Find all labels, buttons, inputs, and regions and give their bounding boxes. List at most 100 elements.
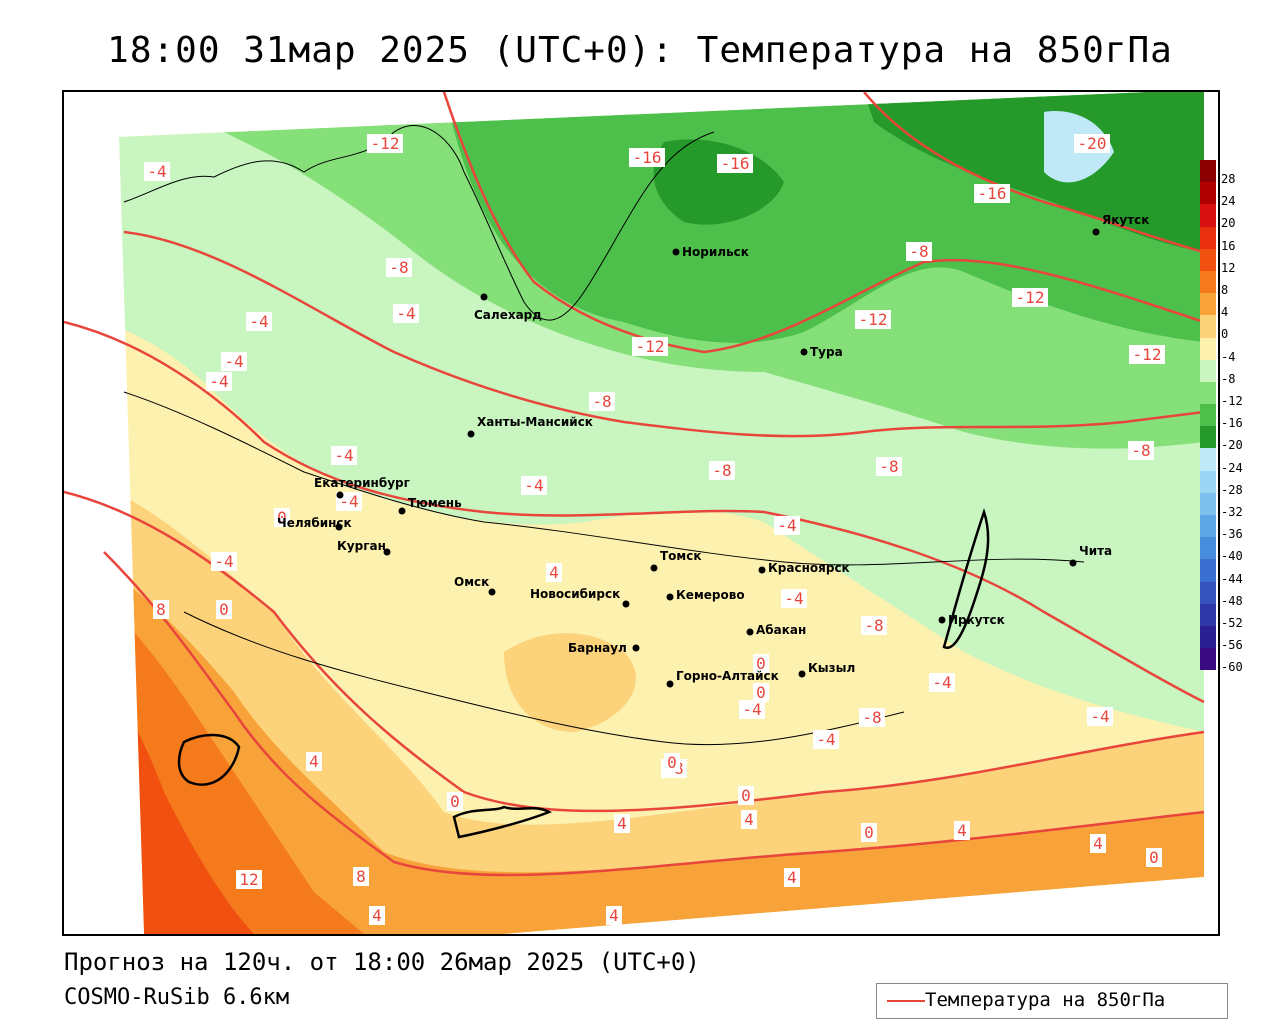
colorbar-segment <box>1200 293 1216 316</box>
city-label: Кызыл <box>808 661 855 675</box>
colorbar-segment <box>1200 625 1216 649</box>
colorbar-segment <box>1200 537 1216 560</box>
isotherm-label: -4 <box>339 492 358 511</box>
colorbar-tick-label: -60 <box>1221 660 1243 675</box>
isotherm-label-bg <box>929 673 955 692</box>
colorbar-tick-label: -44 <box>1221 571 1243 586</box>
colorbar-segment <box>1200 315 1216 338</box>
isotherm-label-bg <box>741 810 757 829</box>
isotherm-label-bg <box>546 563 562 582</box>
colorbar-tick-label: -40 <box>1221 549 1243 564</box>
city-label: Барнаул <box>568 641 627 655</box>
city-marker <box>336 491 344 499</box>
map-panel: -12 -16 -16 -20 -16 -4 -8 -8 -12 -4 -4 -4 -4 -12 -12 -1… <box>62 90 1220 936</box>
isotherm-label: -16 <box>978 184 1007 203</box>
colorbar-tick-label: -20 <box>1221 438 1243 453</box>
isotherm-label: -4 <box>777 516 796 535</box>
isotherm-label: 0 <box>219 600 229 619</box>
isotherm-label: -12 <box>636 337 665 356</box>
city-label: Абакан <box>756 623 806 637</box>
colorbar-segment <box>1200 515 1216 538</box>
city-label: Челябинск <box>277 516 352 530</box>
isotherm-label-bg <box>1090 834 1106 853</box>
isotherm-label-bg <box>717 154 753 173</box>
city-marker <box>467 430 475 438</box>
isotherm-label-bg <box>632 337 668 356</box>
isotherm-label: 4 <box>617 814 627 833</box>
city-label: Норильск <box>682 245 749 259</box>
isotherm-label: -4 <box>932 673 951 692</box>
colorbar-segment <box>1200 448 1216 471</box>
colorbar-segment <box>1200 426 1216 449</box>
colorbar-segment <box>1200 359 1216 382</box>
isotherm-label-bg <box>1087 707 1113 726</box>
isotherm-label-bg <box>447 792 463 811</box>
isotherm-label: -8 <box>909 242 928 261</box>
city-marker <box>488 588 496 596</box>
city-label: Екатеринбург <box>314 476 410 490</box>
colorbar-tick-label: -8 <box>1221 371 1236 386</box>
isotherm-label-bg <box>306 752 322 771</box>
isotherm-label-bg <box>876 457 902 476</box>
forecast-caption: Прогноз на 120ч. от 18:00 26мар 2025 (UT… <box>64 948 700 976</box>
city-marker <box>1092 228 1100 236</box>
isotherm-label-bg <box>353 867 369 886</box>
colorbar-segment <box>1200 381 1216 405</box>
city-marker <box>666 680 674 688</box>
city-label: Якутск <box>1102 213 1149 227</box>
isotherm-label-bg <box>774 516 800 535</box>
city-label: Томск <box>660 549 702 563</box>
isotherm-label-bg <box>393 304 419 323</box>
isotherm-label: -8 <box>864 616 883 635</box>
isotherm-label: 0 <box>667 753 677 772</box>
city-marker <box>798 670 806 678</box>
colorbar-tick-label: 24 <box>1221 194 1236 209</box>
colorbar-tick-label: -56 <box>1221 638 1243 653</box>
isotherm-label-bg <box>369 906 385 925</box>
isotherm-label-bg <box>781 589 807 608</box>
isotherm-label-bg <box>861 616 887 635</box>
isotherm-label-bg <box>521 476 547 495</box>
isotherm-label-bg <box>855 310 891 329</box>
city-label: Омск <box>454 575 489 589</box>
city-label: Новосибирск <box>530 587 620 601</box>
isotherm-label: -20 <box>1078 134 1107 153</box>
city-marker <box>746 628 754 636</box>
isotherm-label: 8 <box>356 867 366 886</box>
isotherm-label-bg <box>216 600 232 619</box>
city-marker <box>622 600 630 608</box>
isotherm-label: -4 <box>396 304 415 323</box>
isotherm-label-bg <box>331 446 357 465</box>
colorbar-tick-label: -16 <box>1221 416 1243 431</box>
isotherm-label-bg <box>153 600 169 619</box>
colorbar-segment <box>1200 581 1216 604</box>
model-caption: COSMO-RuSib 6.6км <box>64 985 290 1010</box>
colorbar-tick-label: 28 <box>1221 172 1236 186</box>
isotherm-label: -8 <box>712 461 731 480</box>
city-marker <box>335 523 343 531</box>
city-label: Курган <box>337 539 386 553</box>
city-marker <box>758 566 766 574</box>
isotherm-label: -4 <box>784 589 803 608</box>
isotherm-label: -12 <box>371 134 400 153</box>
isotherm-label: -16 <box>721 154 750 173</box>
isotherm-label-bg <box>1128 441 1154 460</box>
isotherm-label-bg <box>211 552 237 571</box>
isotherm-label: 12 <box>239 870 258 889</box>
isotherm-label: -8 <box>862 708 881 727</box>
city-marker <box>672 248 680 256</box>
city-label: Иркутск <box>948 613 1005 627</box>
isotherm-label: -12 <box>1133 345 1162 364</box>
isotherm-label-bg <box>738 786 754 805</box>
colorbar-tick-label: -32 <box>1221 505 1243 519</box>
city-marker <box>632 644 640 652</box>
colorbar-segment <box>1200 160 1216 183</box>
isotherm-label-bg <box>386 258 412 277</box>
isotherm-label-bg <box>1129 345 1165 364</box>
isotherm-label: 4 <box>787 868 797 887</box>
colorbar-tick-label: 8 <box>1221 283 1229 297</box>
colorbar-segment <box>1200 404 1216 427</box>
isotherm-label: -16 <box>633 148 662 167</box>
colorbar-tick-label: 12 <box>1221 260 1236 275</box>
isotherm-label: -4 <box>524 476 543 495</box>
